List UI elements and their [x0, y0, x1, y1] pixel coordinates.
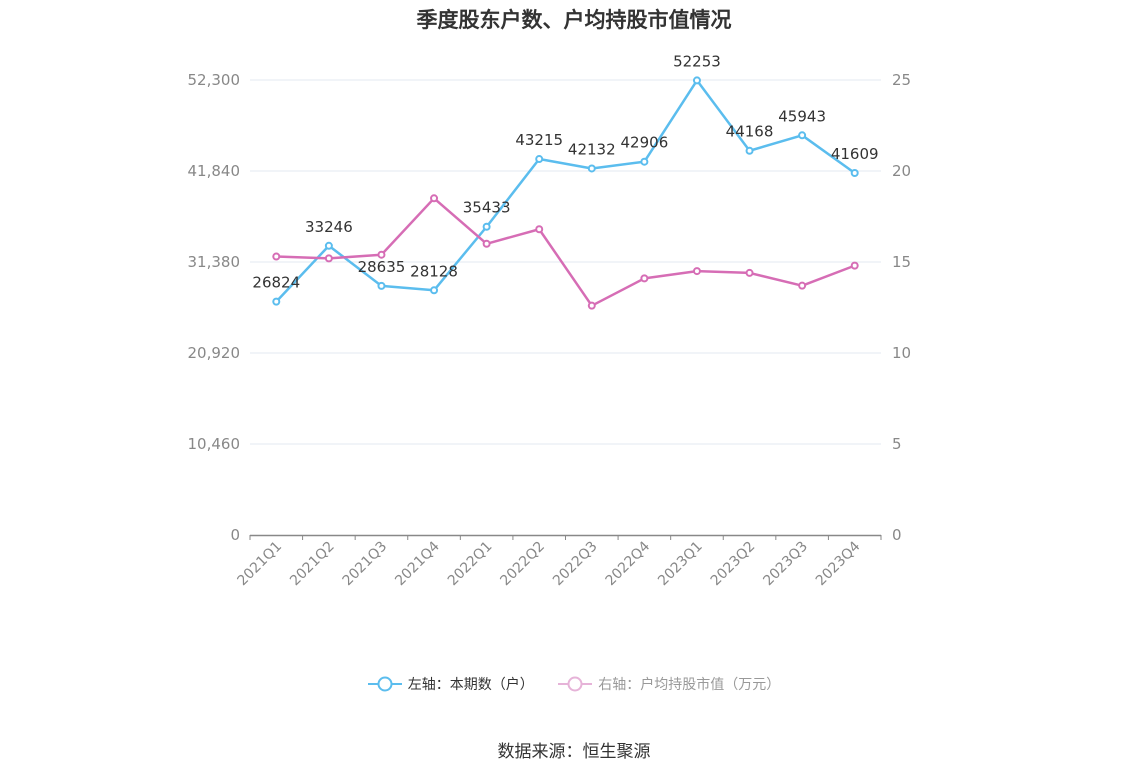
grid-lines: [250, 79, 881, 445]
series-point-1: [692, 267, 701, 276]
series-point-1: [430, 194, 439, 203]
data-label: 28635: [358, 258, 406, 276]
y-left-tick-label: 20,920: [188, 344, 241, 362]
series-point-0: [535, 155, 544, 164]
legend-label-avg-value: 右轴：户均持股市值（万元）: [598, 677, 781, 693]
series-point-0: [272, 297, 281, 306]
data-label: 45943: [778, 107, 826, 125]
series-point-0: [850, 169, 859, 178]
series-point-1: [377, 250, 386, 259]
legend-item-avg-value[interactable]: 右轴：户均持股市值（万元）: [558, 674, 780, 694]
x-tick-label: 2021Q1: [235, 539, 286, 590]
series-point-0: [430, 286, 439, 295]
y-right-tick-label: 25: [892, 71, 911, 89]
series-point-0: [324, 241, 333, 250]
series-point-1: [640, 274, 649, 283]
data-label: 35433: [463, 199, 511, 217]
data-label: 28128: [410, 262, 458, 280]
legend-marker-pink-icon: [558, 676, 593, 692]
x-tick-label: 2022Q2: [497, 539, 548, 590]
x-tick-label: 2021Q3: [340, 539, 391, 590]
x-tick-label: 2023Q3: [760, 539, 811, 590]
series-point-0: [745, 146, 754, 155]
data-label: 41609: [831, 145, 879, 163]
series-point-0: [587, 164, 596, 173]
data-label: 42132: [568, 140, 616, 158]
y-left-tick-label: 52,300: [188, 71, 241, 89]
series-point-1: [850, 261, 859, 270]
legend-marker-blue-icon: [367, 676, 402, 692]
x-tick-label: 2023Q2: [708, 539, 759, 590]
series-point-0: [482, 222, 491, 231]
y-right-tick-label: 0: [892, 526, 902, 544]
y-right-tick-label: 10: [892, 344, 911, 362]
series-point-0: [377, 281, 386, 290]
series-point-0: [692, 76, 701, 85]
x-tick-label: 2022Q4: [603, 538, 654, 589]
chart-title: 季度股东户数、户均持股市值情况: [416, 8, 732, 32]
data-label: 26824: [252, 274, 300, 292]
x-tick-label: 2021Q2: [287, 539, 338, 590]
series-point-0: [798, 131, 807, 140]
y-left-tick-label: 31,380: [188, 253, 241, 271]
y-right-tick-label: 20: [892, 162, 911, 180]
legend-item-households[interactable]: 左轴：本期数（户）: [367, 674, 534, 694]
data-label: 52253: [673, 52, 721, 70]
x-tick-label: 2022Q3: [550, 539, 601, 590]
x-tick-label: 2022Q1: [445, 539, 496, 590]
y-left-tick-label: 0: [230, 526, 240, 544]
y-right-tick-label: 15: [892, 253, 911, 271]
y-left-tick-label: 10,460: [188, 435, 241, 453]
series-line-1: [276, 197, 856, 307]
data-label: 33246: [305, 218, 353, 236]
series-line-0: [275, 79, 856, 303]
x-tick-label: 2023Q1: [655, 539, 706, 590]
legend: 左轴：本期数（户） 右轴：户均持股市值（万元）: [0, 674, 1148, 696]
series-layer: [272, 76, 859, 310]
series-point-1: [587, 301, 596, 310]
y-left-tick-label: 41,840: [188, 162, 241, 180]
data-labels: 26824 33246 28635 28128 35433 43215 42132 42906…: [252, 52, 878, 291]
source-note: 数据来源：恒生聚源: [497, 742, 651, 762]
data-label: 44168: [726, 123, 774, 141]
y-right-tick-label: 5: [892, 435, 902, 453]
data-label: 43215: [515, 131, 563, 149]
x-tick-label: 2021Q4: [392, 538, 443, 589]
series-point-1: [324, 254, 333, 263]
x-tick-label: 2023Q4: [813, 538, 864, 589]
data-label: 42906: [621, 134, 669, 152]
series-point-1: [798, 281, 807, 290]
series-point-1: [745, 268, 754, 277]
series-point-1: [272, 252, 281, 261]
series-point-0: [640, 157, 649, 166]
series-point-1: [535, 225, 544, 234]
legend-label-households: 左轴：本期数（户）: [407, 677, 534, 693]
series-point-1: [482, 239, 491, 248]
